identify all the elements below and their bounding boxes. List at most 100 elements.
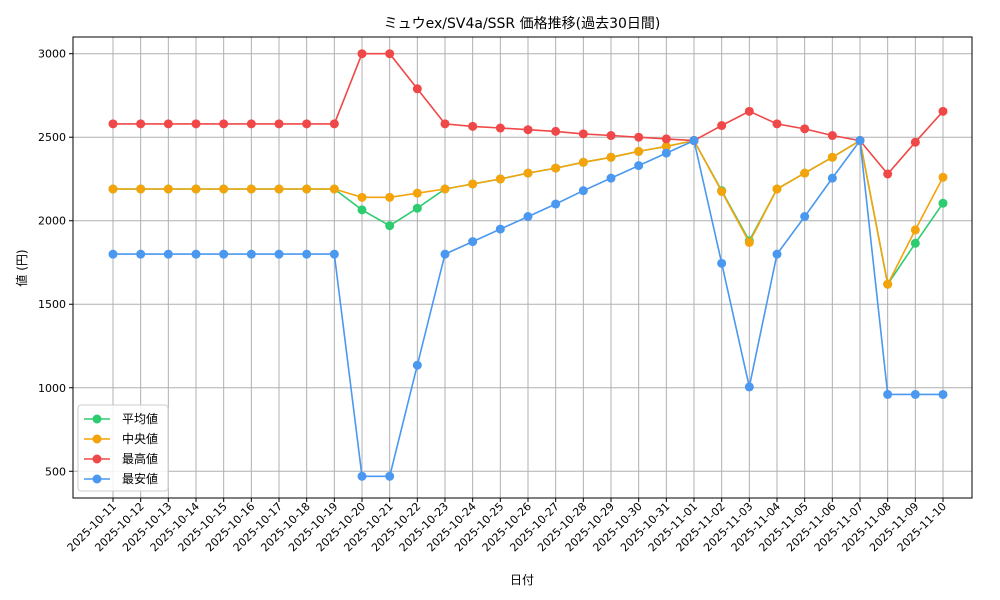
- data-point-median: [606, 152, 616, 162]
- y-tick-label: 500: [45, 465, 66, 478]
- legend-marker-median: [92, 434, 102, 444]
- grid-layer: [73, 37, 972, 498]
- data-point-max: [910, 137, 920, 147]
- data-point-max: [883, 169, 893, 179]
- legend-label-average: 平均値: [122, 411, 158, 426]
- data-point-max: [661, 134, 671, 144]
- legend-box: [77, 404, 169, 492]
- data-point-min: [689, 136, 699, 146]
- data-point-min: [772, 249, 782, 259]
- chart-title: ミュウex/SV4a/SSR 価格推移(過去30日間): [384, 16, 661, 32]
- data-point-min: [357, 471, 367, 481]
- data-point-max: [302, 119, 312, 129]
- data-point-average: [938, 198, 948, 208]
- data-point-median: [468, 179, 478, 189]
- series-layer: [108, 49, 948, 481]
- data-point-median: [219, 184, 229, 194]
- data-point-min: [523, 212, 533, 222]
- data-point-min: [385, 471, 395, 481]
- data-point-max: [219, 119, 229, 129]
- data-point-median: [495, 174, 505, 184]
- data-point-average: [412, 203, 422, 213]
- legend: 平均値 中央値 最高値 最安値: [77, 404, 169, 492]
- data-point-median: [634, 146, 644, 156]
- data-point-max: [385, 49, 395, 59]
- data-point-max: [468, 121, 478, 131]
- data-point-min: [108, 249, 118, 259]
- data-point-median: [717, 187, 727, 197]
- data-point-median: [440, 184, 450, 194]
- data-point-max: [246, 119, 256, 129]
- data-point-median: [302, 184, 312, 194]
- legend-entry-median: 中央値: [84, 431, 158, 446]
- data-point-min: [855, 136, 865, 146]
- data-point-min: [717, 258, 727, 268]
- y-tick-label: 1000: [38, 382, 66, 395]
- data-point-min: [634, 161, 644, 171]
- data-point-max: [634, 132, 644, 142]
- data-point-min: [136, 249, 146, 259]
- data-point-median: [578, 157, 588, 167]
- data-point-median: [938, 172, 948, 182]
- data-point-max: [551, 126, 561, 136]
- data-point-max: [329, 119, 339, 129]
- y-tick-label: 1500: [38, 298, 66, 311]
- y-tick-label: 2500: [38, 131, 66, 144]
- data-point-max: [412, 84, 422, 94]
- data-point-max: [136, 119, 146, 129]
- y-tick-label: 2000: [38, 215, 66, 228]
- legend-entry-max: 最高値: [84, 451, 158, 466]
- data-point-min: [551, 199, 561, 209]
- data-point-average: [385, 221, 395, 231]
- data-point-median: [357, 192, 367, 202]
- data-point-median: [191, 184, 201, 194]
- data-point-max: [800, 124, 810, 134]
- data-point-median: [136, 184, 146, 194]
- data-point-max: [191, 119, 201, 129]
- data-point-median: [412, 188, 422, 198]
- data-point-min: [246, 249, 256, 259]
- legend-label-min: 最安値: [122, 471, 158, 486]
- data-point-min: [329, 249, 339, 259]
- data-point-median: [910, 225, 920, 235]
- legend-entry-min: 最安値: [84, 471, 158, 486]
- series-max: [108, 49, 948, 179]
- data-point-median: [523, 168, 533, 178]
- data-point-min: [910, 389, 920, 399]
- data-point-average: [910, 238, 920, 248]
- data-point-max: [274, 119, 284, 129]
- data-point-max: [523, 125, 533, 135]
- data-point-median: [246, 184, 256, 194]
- data-point-average: [357, 205, 367, 215]
- plot-frame: [72, 36, 973, 499]
- series-median: [108, 136, 948, 289]
- data-point-max: [578, 129, 588, 139]
- legend-marker-min: [92, 474, 102, 484]
- data-point-median: [883, 279, 893, 289]
- data-point-median: [274, 184, 284, 194]
- legend-marker-average: [92, 414, 102, 424]
- data-point-median: [800, 168, 810, 178]
- data-point-median: [329, 184, 339, 194]
- data-point-median: [772, 184, 782, 194]
- data-point-min: [163, 249, 173, 259]
- data-point-median: [551, 163, 561, 173]
- data-point-max: [717, 121, 727, 131]
- data-point-max: [440, 119, 450, 129]
- data-point-max: [827, 131, 837, 141]
- legend-entry-average: 平均値: [84, 411, 158, 426]
- data-point-max: [744, 106, 754, 116]
- data-point-min: [606, 173, 616, 183]
- data-point-min: [661, 148, 671, 158]
- legend-marker-max: [92, 454, 102, 464]
- data-point-max: [606, 131, 616, 141]
- y-axis-label: 値 (円): [14, 249, 29, 286]
- data-point-max: [772, 119, 782, 129]
- data-point-min: [274, 249, 284, 259]
- legend-label-max: 最高値: [122, 451, 158, 466]
- x-axis-label: 日付: [510, 573, 534, 587]
- data-point-median: [108, 184, 118, 194]
- data-point-min: [883, 389, 893, 399]
